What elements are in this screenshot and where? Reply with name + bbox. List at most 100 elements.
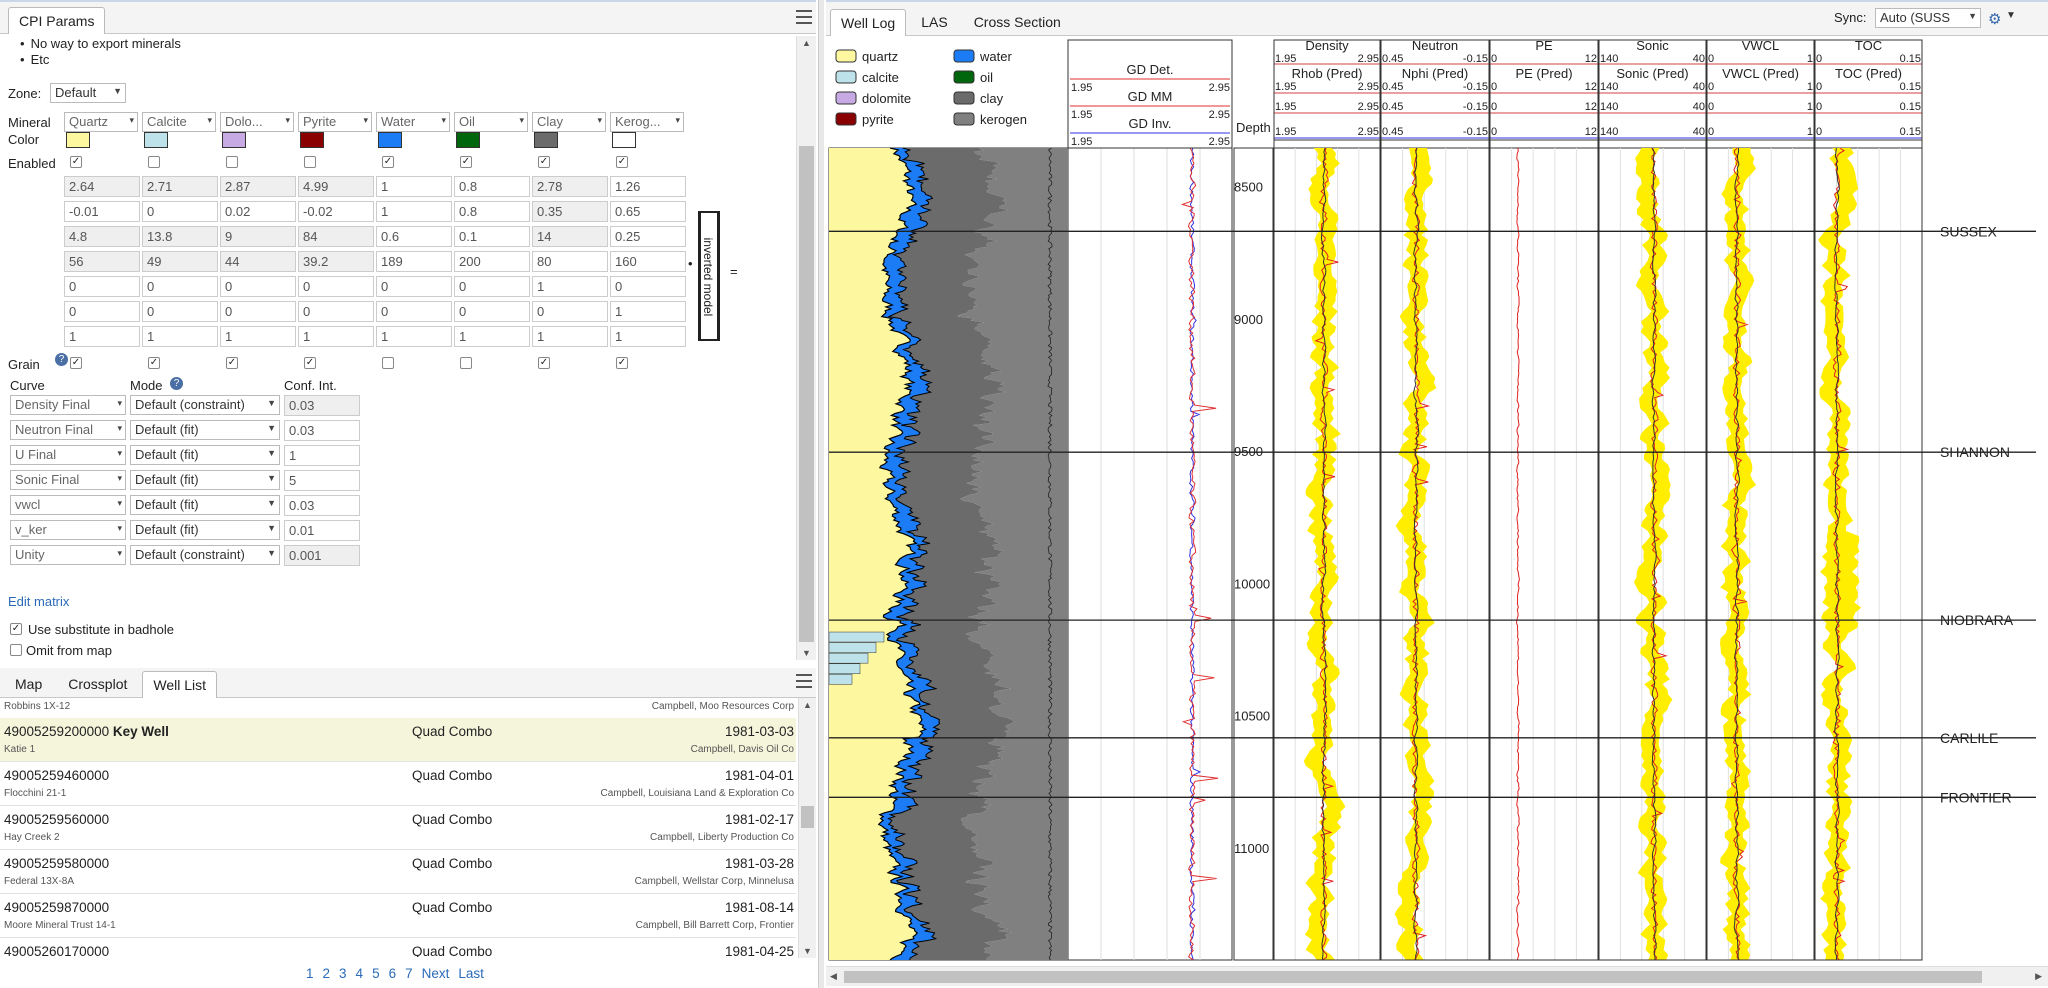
matrix-cell[interactable]: 0	[454, 276, 530, 297]
next-link[interactable]: Next	[421, 966, 450, 981]
tab-las[interactable]: LAS	[921, 14, 948, 30]
conf-interval-input[interactable]: 0.03	[284, 420, 360, 441]
enabled-checkbox[interactable]	[226, 156, 238, 168]
curve-select[interactable]: v_ker ▾	[10, 520, 126, 540]
grain-checkbox[interactable]: ✓	[616, 357, 628, 369]
matrix-cell[interactable]: -0.01	[64, 201, 140, 222]
tab-crossplot[interactable]: Crossplot	[68, 676, 128, 692]
zone-select[interactable]: Default ▼	[50, 83, 126, 103]
conf-interval-input[interactable]: 1	[284, 445, 360, 466]
matrix-cell[interactable]: 1	[610, 301, 686, 322]
matrix-cell[interactable]: 0	[64, 276, 140, 297]
log-hscrollbar[interactable]: ◀ ▶	[826, 966, 2048, 986]
page-2-link[interactable]: 2	[322, 966, 331, 981]
mineral-color-swatch[interactable]	[378, 132, 402, 148]
page-7-link[interactable]: 7	[405, 966, 413, 981]
enabled-checkbox[interactable]: ✓	[538, 156, 550, 168]
grain-checkbox[interactable]	[460, 357, 472, 369]
grain-checkbox[interactable]: ✓	[148, 357, 160, 369]
enabled-checkbox[interactable]	[304, 156, 316, 168]
conf-interval-input[interactable]: 0.03	[284, 495, 360, 516]
well-row[interactable]: 49005259200000 Key Well Katie 1 Quad Combo…	[0, 718, 796, 762]
curve-select[interactable]: Neutron Final ▾	[10, 420, 126, 440]
matrix-cell[interactable]: -0.02	[298, 201, 374, 222]
mineral-color-swatch[interactable]	[66, 132, 90, 148]
matrix-cell[interactable]: 0	[298, 301, 374, 322]
help-icon[interactable]: ?	[170, 377, 183, 390]
mineral-color-swatch[interactable]	[456, 132, 480, 148]
log-hscroll-thumb[interactable]	[844, 971, 1982, 983]
matrix-cell[interactable]: 0	[142, 301, 218, 322]
page-3-link[interactable]: 3	[339, 966, 347, 981]
matrix-cell[interactable]: 0	[376, 276, 452, 297]
well-row[interactable]: 49005259870000 Moore Mineral Trust 14-1 Qu…	[0, 894, 796, 938]
well-row[interactable]: 49005259580000 Federal 13X-8A Quad Combo 19…	[0, 850, 796, 894]
gear-icon[interactable]: ⚙	[1988, 11, 2002, 28]
scroll-down-icon[interactable]: ▼	[802, 648, 811, 658]
mineral-select[interactable]: Clay ▾	[532, 112, 606, 132]
well-row[interactable]: 49005259560000 Hay Creek 2 Quad Combo 1981-…	[0, 806, 796, 850]
matrix-cell[interactable]: 0.1	[454, 226, 530, 247]
enabled-checkbox[interactable]: ✓	[70, 156, 82, 168]
matrix-cell[interactable]: 1	[454, 326, 530, 347]
help-icon[interactable]: ?	[55, 353, 68, 366]
bottom-menu-icon[interactable]	[796, 674, 812, 688]
matrix-cell[interactable]: 0.8	[454, 176, 530, 197]
grain-checkbox[interactable]: ✓	[304, 357, 316, 369]
well-row[interactable]: 49005259460000 Flocchini 21-1 Quad Combo 19…	[0, 762, 796, 806]
mineral-select[interactable]: Kerog... ▾	[610, 112, 684, 132]
mineral-select[interactable]: Pyrite ▾	[298, 112, 372, 132]
use-substitute-checkbox[interactable]: ✓	[10, 623, 22, 635]
matrix-cell[interactable]: 200	[454, 251, 530, 272]
matrix-cell[interactable]: 1	[610, 326, 686, 347]
sync-select[interactable]: Auto (SUSS ▼	[1875, 8, 1981, 28]
matrix-cell[interactable]: 0	[610, 276, 686, 297]
matrix-cell[interactable]: 0	[64, 301, 140, 322]
matrix-cell[interactable]: 0.65	[610, 201, 686, 222]
scroll-right-icon[interactable]: ▶	[2035, 971, 2042, 981]
page-6-link[interactable]: 6	[388, 966, 397, 981]
scroll-left-icon[interactable]: ◀	[830, 971, 837, 981]
curve-select[interactable]: Density Final ▾	[10, 395, 126, 415]
mineral-color-swatch[interactable]	[144, 132, 168, 148]
matrix-cell[interactable]: 1	[220, 326, 296, 347]
matrix-cell[interactable]: 0	[220, 301, 296, 322]
page-1-link[interactable]: 1	[306, 966, 314, 981]
omit-from-map-checkbox[interactable]	[10, 644, 22, 656]
page-4-link[interactable]: 4	[355, 966, 364, 981]
mode-select[interactable]: Default (fit) ▼	[130, 520, 280, 540]
conf-interval-input[interactable]: 0.01	[284, 520, 360, 541]
params-scroll-thumb[interactable]	[799, 146, 814, 642]
tab-cpi-params[interactable]: CPI Params	[8, 7, 106, 34]
curve-select[interactable]: vwcl ▾	[10, 495, 126, 515]
mineral-select[interactable]: Oil ▾	[454, 112, 528, 132]
curve-select[interactable]: Sonic Final ▾	[10, 470, 126, 490]
matrix-cell[interactable]: 0	[298, 276, 374, 297]
matrix-cell[interactable]: 0.02	[220, 201, 296, 222]
matrix-cell[interactable]: 0	[142, 276, 218, 297]
scroll-up-icon[interactable]: ▲	[802, 38, 811, 48]
page-5-link[interactable]: 5	[372, 966, 380, 981]
well-row[interactable]: 49005260170000 Quad Combo 1981-04-25	[0, 938, 796, 957]
curve-select[interactable]: Unity ▾	[10, 545, 126, 565]
tab-well-list[interactable]: Well List	[142, 671, 218, 698]
mode-select[interactable]: Default (fit) ▼	[130, 445, 280, 465]
mineral-select[interactable]: Calcite ▾	[142, 112, 216, 132]
curve-select[interactable]: U Final ▾	[10, 445, 126, 465]
tab-map[interactable]: Map	[15, 676, 43, 692]
mineral-color-swatch[interactable]	[222, 132, 246, 148]
mode-select[interactable]: Default (constraint) ▼	[130, 545, 280, 565]
matrix-cell[interactable]: 0	[142, 201, 218, 222]
matrix-cell[interactable]: 0.6	[376, 226, 452, 247]
matrix-cell[interactable]: 1	[298, 326, 374, 347]
mode-select[interactable]: Default (fit) ▼	[130, 495, 280, 515]
mode-select[interactable]: Default (constraint) ▼	[130, 395, 280, 415]
scroll-down-icon[interactable]: ▼	[803, 946, 812, 956]
mineral-color-swatch[interactable]	[300, 132, 324, 148]
mineral-select[interactable]: Water ▾	[376, 112, 450, 132]
matrix-cell[interactable]: 0	[220, 276, 296, 297]
panel-divider[interactable]	[818, 0, 824, 988]
mode-select[interactable]: Default (fit) ▼	[130, 470, 280, 490]
mineral-select[interactable]: Dolo... ▾	[220, 112, 294, 132]
grain-checkbox[interactable]: ✓	[226, 357, 238, 369]
